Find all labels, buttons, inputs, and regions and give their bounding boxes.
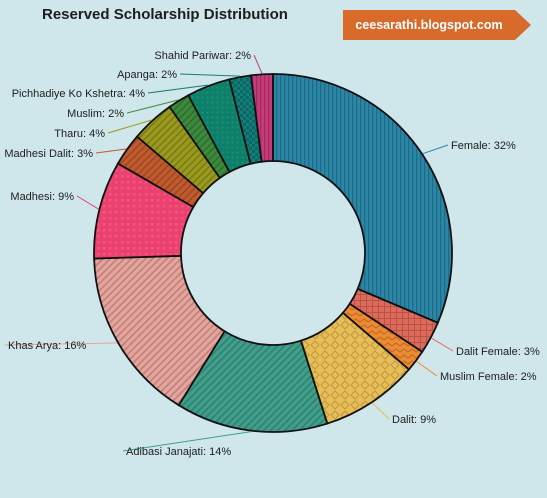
slice-female xyxy=(272,73,453,324)
leader-line-shahid-pariwar xyxy=(253,54,263,74)
leader-line-khas-arya xyxy=(4,342,118,346)
leader-line-muslim xyxy=(126,99,179,114)
site-badge[interactable]: ceesarathi.blogspot.com xyxy=(343,10,533,40)
slice-label-shahid-pariwar: Shahid Pariwar: 2% xyxy=(154,50,251,62)
slice-label-pichhadiye-ko-kshetra: Pichhadiye Ko Kshetra: 4% xyxy=(12,88,146,100)
slice-labels: Female: 32% Dalit Female: 3% Muslim Female… xyxy=(4,50,540,458)
leader-line-madhesi-dalit xyxy=(95,148,127,154)
slice-label-apanga: Apanga: 2% xyxy=(117,69,177,81)
leader-line-apanga xyxy=(179,73,240,77)
leader-line-madhesi xyxy=(76,195,99,210)
slice-label-khas-arya: Khas Arya: 16% xyxy=(8,340,86,352)
slice-label-dalit-female: Dalit Female: 3% xyxy=(456,346,540,358)
site-badge-text: ceesarathi.blogspot.com xyxy=(355,18,503,32)
leader-line-pichhadiye-ko-kshetra xyxy=(147,84,209,94)
leader-lines xyxy=(4,54,454,452)
leader-line-dalit xyxy=(372,402,390,420)
slice-label-muslim-female: Muslim Female: 2% xyxy=(440,371,537,383)
badge-arrow-shape xyxy=(343,10,531,40)
slice-label-dalit: Dalit: 9% xyxy=(392,414,436,426)
leader-line-tharu xyxy=(107,119,152,134)
slice-label-tharu: Tharu: 4% xyxy=(54,128,105,140)
slice-shahid-pariwar xyxy=(249,73,274,163)
slice-label-madhesi: Madhesi: 9% xyxy=(10,191,74,203)
slice-label-madhesi-dalit: Madhesi Dalit: 3% xyxy=(4,148,93,160)
slice-label-muslim: Muslim: 2% xyxy=(67,108,124,120)
leader-line-dalit-female xyxy=(431,337,454,352)
leader-line-female xyxy=(422,144,449,155)
leader-line-muslim-female xyxy=(416,361,438,377)
slice-label-adibasi-janajati: Adibasi Janajati: 14% xyxy=(126,446,231,458)
chart-title: Reserved Scholarship Distribution xyxy=(42,6,288,23)
slice-label-female: Female: 32% xyxy=(451,140,516,152)
leader-line-adibasi-janajati xyxy=(122,431,251,452)
donut-slices xyxy=(93,73,453,433)
